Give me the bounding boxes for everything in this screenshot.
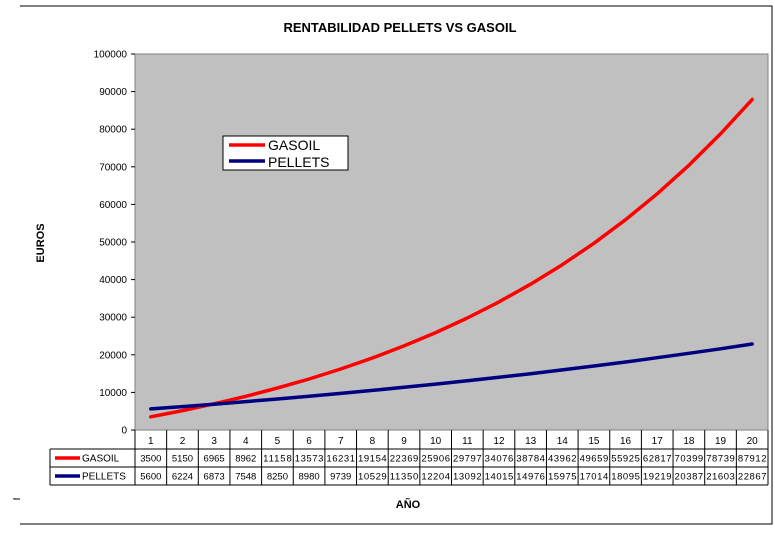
table-cell-value: 20387 xyxy=(675,472,704,483)
y-tick-label: 100000 xyxy=(94,50,128,61)
y-tick-label: 90000 xyxy=(99,87,127,98)
x-tick-label: 1 xyxy=(148,436,154,447)
y-tick-label: 40000 xyxy=(99,275,127,286)
x-tick-label: 14 xyxy=(557,436,569,447)
table-cell-value: 19219 xyxy=(643,472,672,483)
table-cell-value: 22369 xyxy=(390,454,419,465)
table-cell-value: 18095 xyxy=(611,472,640,483)
table-cell-value: 6224 xyxy=(172,472,193,483)
table-cell-value: 12204 xyxy=(421,472,450,483)
table-cell-value: 87912 xyxy=(738,454,767,465)
y-tick-label: 70000 xyxy=(99,162,127,173)
table-cell-value: 8250 xyxy=(267,472,288,483)
x-tick-label: 11 xyxy=(462,436,473,447)
y-axis: 0 10000 20000 30000 40000 50000 60000 70000 8000… xyxy=(94,50,135,437)
table-cell-value: 34076 xyxy=(485,454,514,465)
table-cell-value: 8980 xyxy=(299,472,320,483)
table-series-name: PELLETS xyxy=(82,472,126,483)
table-cell-value: 15975 xyxy=(548,472,577,483)
table-cell-value: 43962 xyxy=(548,454,577,465)
table-cell-value: 11350 xyxy=(390,472,419,483)
table-cell-value: 6873 xyxy=(204,472,225,483)
x-tick-label: 5 xyxy=(275,436,281,447)
y-tick-label: 10000 xyxy=(99,388,127,399)
x-tick-label: 2 xyxy=(180,436,186,447)
table-cell-value: 16231 xyxy=(326,454,355,465)
table-cell-value: 78739 xyxy=(706,454,735,465)
table-cell-value: 38784 xyxy=(516,454,545,465)
table-cell-value: 3500 xyxy=(140,454,161,465)
x-tick-label: 19 xyxy=(715,436,727,447)
x-tick-label: 13 xyxy=(525,436,537,447)
outer-border-left-bracket xyxy=(14,498,20,499)
table-cell-value: 70399 xyxy=(675,454,704,465)
table-cell-value: 13573 xyxy=(295,454,324,465)
y-tick-label: 30000 xyxy=(99,313,127,324)
x-tick-label: 9 xyxy=(401,436,407,447)
y-tick-label: 50000 xyxy=(99,238,127,249)
table-cell-value: 5600 xyxy=(140,472,161,483)
table-cell-value: 25906 xyxy=(421,454,450,465)
table-cell-value: 13092 xyxy=(453,472,482,483)
y-tick-label: 60000 xyxy=(99,200,127,211)
x-tick-label: 8 xyxy=(370,436,376,447)
table-series-name: GASOIL xyxy=(82,454,120,465)
x-tick-label: 6 xyxy=(306,436,312,447)
table-cell-value: 14015 xyxy=(485,472,514,483)
table-cell-value: 14976 xyxy=(516,472,545,483)
table-cell-value: 17014 xyxy=(580,472,609,483)
table-cell-value: 62817 xyxy=(643,454,672,465)
x-tick-label: 16 xyxy=(620,436,632,447)
table-cell-value: 6965 xyxy=(204,454,225,465)
table-cell-value: 9739 xyxy=(330,472,351,483)
x-tick-label: 18 xyxy=(683,436,695,447)
x-axis-label: AÑO xyxy=(396,498,421,511)
y-tick-label: 20000 xyxy=(99,350,127,361)
table-cell-value: 19154 xyxy=(358,454,387,465)
table-cell-value: 55925 xyxy=(611,454,640,465)
table-cell-value: 5150 xyxy=(172,454,193,465)
x-tick-label: 20 xyxy=(747,436,759,447)
table-cell-value: 7548 xyxy=(235,472,256,483)
x-tick-label: 4 xyxy=(243,436,249,447)
x-tick-label: 3 xyxy=(211,436,217,447)
legend-label-pellets: PELLETS xyxy=(268,154,329,170)
table-cell-value: 49659 xyxy=(580,454,609,465)
x-tick-label: 10 xyxy=(430,436,442,447)
table-cell-value: 10529 xyxy=(358,472,387,483)
chart-title: RENTABILIDAD PELLETS VS GASOIL xyxy=(283,20,516,35)
plot-area xyxy=(135,54,768,430)
table-cell-value: 21603 xyxy=(706,472,735,483)
y-axis-label: EUROS xyxy=(35,223,47,262)
y-tick-label: 80000 xyxy=(99,125,127,136)
table-cell-value: 8962 xyxy=(235,454,256,465)
x-tick-label: 7 xyxy=(338,436,344,447)
legend: GASOIL PELLETS xyxy=(223,136,348,170)
table-cell-value: 22867 xyxy=(738,472,767,483)
x-tick-label: 17 xyxy=(652,436,664,447)
table-cell-value: 11158 xyxy=(263,454,292,465)
x-tick-label: 12 xyxy=(493,436,505,447)
y-tick-label: 0 xyxy=(121,426,127,437)
x-tick-label: 15 xyxy=(588,436,600,447)
table-cell-value: 29797 xyxy=(453,454,482,465)
legend-label-gasoil: GASOIL xyxy=(268,137,320,153)
